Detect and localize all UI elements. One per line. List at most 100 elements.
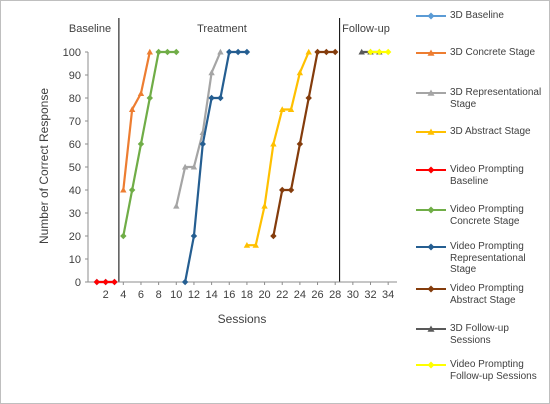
series-line xyxy=(122,50,177,237)
data-point xyxy=(427,243,435,251)
y-tick-label: 80 xyxy=(69,93,81,105)
axes xyxy=(87,52,397,283)
x-axis-label: Sessions xyxy=(218,312,267,326)
y-axis-label: Number of Correct Response xyxy=(37,88,51,244)
legend-label: Video Prompting Abstract Stage xyxy=(450,283,524,306)
data-point xyxy=(252,242,259,248)
series-9 xyxy=(367,48,392,56)
legend-item: Video Prompting Baseline xyxy=(416,164,550,187)
data-point xyxy=(296,69,304,76)
legend-label: 3D Baseline xyxy=(450,10,504,21)
y-tick-label: 100 xyxy=(63,47,81,59)
y-tick-label: 10 xyxy=(69,254,81,266)
x-tick-labels: 2 4 6 8 10 12 14 16 18 20 22 24 26 28 30 32 34 xyxy=(103,282,394,301)
y-tick-label: 20 xyxy=(69,231,81,243)
series-line xyxy=(272,50,336,237)
series-line xyxy=(122,51,151,191)
x-tick-label: 32 xyxy=(364,289,376,301)
phase-label: Baseline xyxy=(69,23,111,35)
data-point xyxy=(296,140,304,148)
data-point xyxy=(137,90,145,96)
data-point xyxy=(279,186,286,194)
legend-swatch xyxy=(416,164,446,176)
legend-item: 3D Representational Stage xyxy=(416,87,550,110)
legend-swatch xyxy=(416,359,446,371)
legend-item: 3D Baseline xyxy=(416,10,550,22)
data-point xyxy=(226,48,233,56)
legend-label: 3D Follow-up Sessions xyxy=(450,323,509,346)
series-7 xyxy=(270,48,339,240)
data-point xyxy=(270,140,277,147)
y-tick-label: 40 xyxy=(69,185,81,197)
data-point xyxy=(427,285,435,293)
x-tick-label: 18 xyxy=(241,289,253,301)
data-point xyxy=(287,186,295,194)
data-point xyxy=(287,106,295,113)
data-point xyxy=(155,48,162,56)
data-point xyxy=(427,128,435,135)
phase-label: Follow-up xyxy=(342,23,390,35)
data-point xyxy=(384,48,392,56)
legend-label: Video Prompting Concrete Stage xyxy=(450,204,524,227)
data-point xyxy=(181,278,189,286)
data-point xyxy=(427,206,435,214)
legend-label: 3D Representational Stage xyxy=(450,87,542,110)
series-4 xyxy=(93,278,118,286)
y-tick-label: 50 xyxy=(69,162,81,174)
x-tick-label: 28 xyxy=(329,289,341,301)
legend-swatch xyxy=(416,323,446,335)
data-point xyxy=(367,48,374,56)
data-point xyxy=(190,232,198,240)
y-tick-label: 70 xyxy=(69,116,81,128)
data-point xyxy=(427,361,435,369)
legend-item: Video Prompting Representational Stage xyxy=(416,241,550,276)
data-point xyxy=(305,94,312,102)
data-point xyxy=(128,106,136,113)
data-point xyxy=(164,48,171,56)
x-tick-label: 16 xyxy=(223,289,235,301)
series-line xyxy=(246,51,310,247)
data-point xyxy=(358,48,365,55)
data-point xyxy=(102,278,109,286)
series-2 xyxy=(173,48,224,209)
series-5 xyxy=(120,48,180,240)
data-point xyxy=(314,48,321,56)
legend-item: 3D Abstract Stage xyxy=(416,126,550,138)
phase-labels: Baseline Treatment Follow-up xyxy=(69,23,390,35)
x-tick-label: 2 xyxy=(103,289,109,301)
x-tick-label: 14 xyxy=(205,289,217,301)
legend-label: Video Prompting Follow-up Sessions xyxy=(450,359,537,382)
legend-item: Video Prompting Abstract Stage xyxy=(416,283,550,306)
data-point xyxy=(199,140,206,148)
data-point xyxy=(146,94,153,102)
data-point xyxy=(427,12,435,20)
data-point xyxy=(208,69,215,76)
data-point xyxy=(332,48,339,56)
y-tick-label: 90 xyxy=(69,70,81,82)
data-point xyxy=(305,48,312,55)
y-tick-labels: 0 10 20 30 40 50 60 70 80 90 100 xyxy=(63,47,88,289)
series-6 xyxy=(181,48,251,286)
data-point xyxy=(427,49,435,56)
legend-item: 3D Concrete Stage xyxy=(416,47,550,59)
data-point xyxy=(243,48,251,56)
data-point xyxy=(427,89,435,96)
legend-label: Video Prompting Representational Stage xyxy=(450,241,526,275)
legend-swatch xyxy=(416,204,446,216)
legend-swatch xyxy=(416,47,446,59)
series-1 xyxy=(120,48,153,193)
legend-swatch xyxy=(416,126,446,138)
phase-label: Treatment xyxy=(197,23,247,35)
data-point xyxy=(120,186,127,193)
x-tick-label: 26 xyxy=(311,289,323,301)
x-tick-label: 30 xyxy=(347,289,359,301)
phase-change-lines xyxy=(118,18,341,282)
data-point xyxy=(208,94,215,102)
x-tick-label: 20 xyxy=(258,289,270,301)
y-tick-label: 60 xyxy=(69,139,81,151)
legend-label: Video Prompting Baseline xyxy=(450,164,524,187)
data-point xyxy=(93,278,101,286)
x-tick-label: 8 xyxy=(156,289,162,301)
data-point xyxy=(173,48,180,56)
